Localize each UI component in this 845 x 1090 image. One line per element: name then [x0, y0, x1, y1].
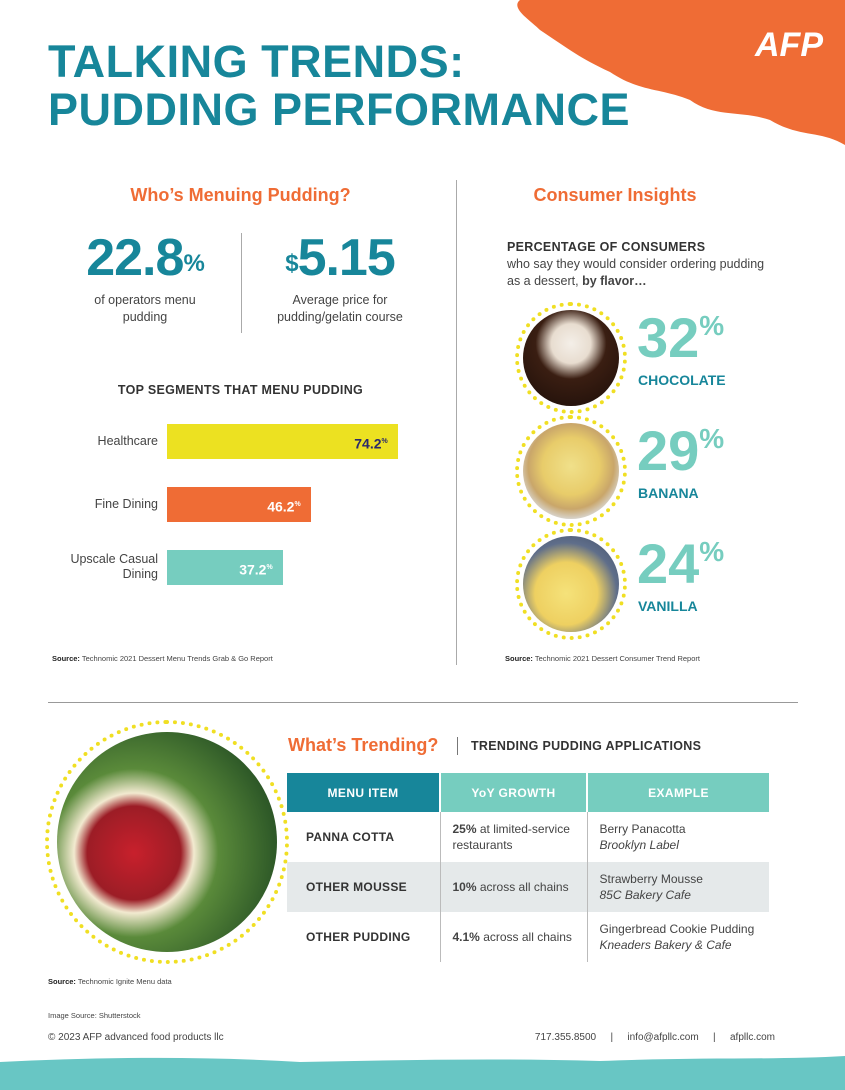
bar-value-label: 46.2: [267, 498, 295, 515]
flavor-percentage: 29%: [637, 419, 725, 482]
heading-separator: [457, 737, 458, 755]
unit: %: [266, 564, 273, 571]
afp-logo: AFP: [755, 26, 823, 64]
flavor-name: VANILLA: [638, 598, 698, 614]
example-cell: Berry Panacotta Brooklyn Label: [599, 822, 686, 852]
panna-cotta-photo: [57, 732, 277, 952]
table-row: PANNA COTTA 25% at limited-service resta…: [287, 812, 769, 862]
banana-pudding-photo: [523, 423, 619, 519]
col-menu-item: MENU ITEM: [287, 773, 440, 812]
dotted-ring: [515, 415, 627, 527]
phone: 717.355.8500: [534, 1032, 597, 1043]
teal-brush-band: [0, 1056, 845, 1090]
bar: 46.2%: [167, 487, 311, 522]
operators-stat: 22.8% of operators menu pudding: [86, 229, 205, 324]
segments-title: TOP SEGMENTS THAT MENU PUDDING: [117, 383, 364, 397]
page-title: TALKING TRENDS: PUDDING PERFORMANCE: [48, 36, 631, 135]
menu-item-cell: OTHER PUDDING: [287, 912, 441, 962]
price-stat: $5.15 Average price for pudding/gelatin …: [277, 229, 403, 324]
menu-item-cell: OTHER MOUSSE: [287, 862, 441, 912]
vanilla-pudding-photo: [523, 536, 619, 632]
menu-item-cell: PANNA COTTA: [287, 812, 441, 862]
table-row: OTHER PUDDING 4.1% across all chains Gin…: [287, 912, 769, 962]
flavor-name: CHOCOLATE: [638, 372, 726, 388]
left-source: Source: Technomic 2021 Dessert Menu Tren…: [52, 654, 273, 663]
stat-divider: [241, 233, 242, 333]
right-source: Source: Technomic 2021 Dessert Consumer …: [505, 654, 700, 663]
bar-category-label: Fine Dining: [94, 497, 158, 511]
col-example: EXAMPLE: [586, 773, 769, 812]
bar-category-label: Upscale Casual Dining: [70, 552, 158, 581]
example-cell: Gingerbread Cookie Pudding Kneaders Baker…: [599, 922, 755, 952]
example-cell: Strawberry Mousse 85C Bakery Cafe: [587, 862, 769, 912]
growth-cell: 4.1% across all chains: [440, 912, 588, 962]
dotted-ring: [515, 302, 627, 414]
unit: %: [381, 438, 388, 445]
table-row: OTHER MOUSSE 10% across all chains Straw…: [287, 862, 769, 912]
col-yoy-growth: YoY GROWTH: [439, 773, 587, 812]
chocolate-pudding-photo: [523, 310, 619, 406]
insights-intro: PERCENTAGE OF CONSUMERS who say they wou…: [507, 240, 765, 288]
growth-cell: 25% at limited-service restaurants: [440, 812, 588, 862]
bar-category-label: Healthcare: [97, 434, 158, 448]
trending-subheading: TRENDING PUDDING APPLICATIONS: [471, 739, 702, 753]
section-rule: [48, 702, 798, 703]
flavor-percentage: 32%: [637, 306, 725, 369]
flavor-name: BANANA: [638, 485, 699, 501]
image-source: Image Source: Shutterstock: [48, 1011, 141, 1020]
website-link[interactable]: afpllc.com: [729, 1032, 775, 1043]
dotted-ring: [515, 528, 627, 640]
trending-source: Source: Technomic Ignite Menu data: [48, 977, 172, 986]
bar: 74.2%: [167, 424, 398, 459]
copyright: © 2023 AFP advanced food products llc: [48, 1032, 224, 1043]
trending-table: MENU ITEM YoY GROWTH EXAMPLE PANNA COTTA…: [287, 773, 769, 962]
bar: 37.2%: [167, 550, 283, 585]
sep: |: [713, 1032, 716, 1043]
orange-brush-banner: [517, 0, 845, 145]
flavor-percentage: 24%: [637, 532, 725, 595]
unit: %: [294, 501, 301, 508]
contact-info: 717.355.8500 | info@afpllc.com | afpllc.…: [535, 1032, 775, 1043]
bar-value-label: 74.2: [354, 435, 382, 452]
consumer-insights-heading: Consumer Insights: [533, 185, 697, 205]
bar-value-label: 37.2: [239, 561, 267, 578]
sep: |: [610, 1032, 614, 1043]
column-divider: [456, 180, 457, 665]
growth-cell: 10% across all chains: [440, 862, 588, 912]
email-link[interactable]: info@afpllc.com: [627, 1032, 699, 1043]
menuing-heading: Who’s Menuing Pudding?: [130, 185, 351, 205]
trending-heading: What’s Trending?: [288, 735, 439, 755]
